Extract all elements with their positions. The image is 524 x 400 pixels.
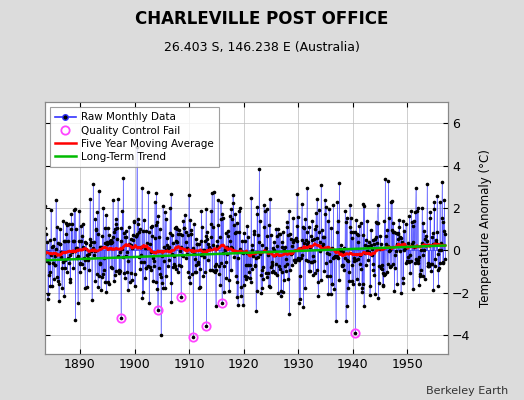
- Y-axis label: Temperature Anomaly (°C): Temperature Anomaly (°C): [479, 149, 492, 307]
- Text: Berkeley Earth: Berkeley Earth: [426, 386, 508, 396]
- Text: CHARLEVILLE POST OFFICE: CHARLEVILLE POST OFFICE: [135, 10, 389, 28]
- Text: 26.403 S, 146.238 E (Australia): 26.403 S, 146.238 E (Australia): [164, 41, 360, 54]
- Legend: Raw Monthly Data, Quality Control Fail, Five Year Moving Average, Long-Term Tren: Raw Monthly Data, Quality Control Fail, …: [50, 107, 219, 167]
